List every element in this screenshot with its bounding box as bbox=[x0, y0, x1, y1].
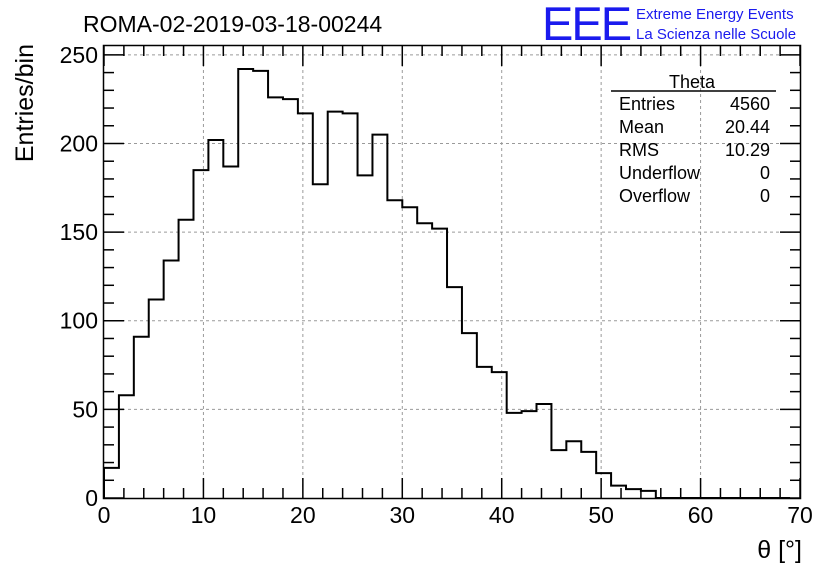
stats-label: Entries bbox=[619, 94, 675, 114]
stats-box: Theta Entries 4560 Mean 20.44 RMS 10.29 Underf… bbox=[611, 72, 776, 206]
x-tick-labels: 0 10 20 30 40 50 60 70 bbox=[98, 502, 813, 528]
y-tick-labels: 0 50 100 150 200 250 bbox=[60, 42, 98, 511]
x-tick-label: 20 bbox=[290, 502, 316, 528]
x-tick-label: 10 bbox=[191, 502, 217, 528]
stats-label: Underflow bbox=[619, 163, 701, 183]
x-tick-label: 40 bbox=[489, 502, 515, 528]
stats-label: Overflow bbox=[619, 186, 691, 206]
y-tick-label: 0 bbox=[85, 485, 98, 511]
histogram-line bbox=[103, 68, 791, 499]
stats-value: 20.44 bbox=[725, 117, 770, 137]
stats-value: 0 bbox=[760, 186, 770, 206]
stats-label: Mean bbox=[619, 117, 664, 137]
x-tick-label: 0 bbox=[98, 502, 111, 528]
axis-ticks bbox=[103, 46, 801, 499]
stats-title: Theta bbox=[669, 72, 716, 92]
stats-value: 10.29 bbox=[725, 140, 770, 160]
y-tick-label: 200 bbox=[60, 130, 98, 156]
logo-line2: La Scienza nelle Scuole bbox=[636, 26, 796, 43]
stats-label: RMS bbox=[619, 140, 659, 160]
plot-frame bbox=[102, 44, 802, 500]
y-tick-label: 250 bbox=[60, 42, 98, 68]
x-tick-label: 30 bbox=[389, 502, 415, 528]
y-tick-label: 100 bbox=[60, 308, 98, 334]
x-tick-label: 60 bbox=[688, 502, 714, 528]
histogram-series bbox=[103, 68, 791, 499]
x-tick-label: 70 bbox=[787, 502, 813, 528]
y-tick-label: 50 bbox=[72, 396, 98, 422]
stats-value: 0 bbox=[760, 163, 770, 183]
y-axis-label: Entries/bin bbox=[11, 44, 39, 162]
logo-line1: Extreme Energy Events bbox=[636, 6, 794, 23]
eee-logo: EEE Extreme Energy Events La Scienza nel… bbox=[542, 0, 796, 50]
x-axis-label: θ [°] bbox=[757, 536, 802, 564]
chart-title: ROMA-02-2019-03-18-00244 bbox=[83, 11, 382, 37]
y-tick-label: 150 bbox=[60, 219, 98, 245]
grid-lines bbox=[104, 46, 800, 498]
x-tick-label: 50 bbox=[588, 502, 614, 528]
stats-value: 4560 bbox=[730, 94, 770, 114]
logo-mark: EEE bbox=[542, 0, 631, 50]
